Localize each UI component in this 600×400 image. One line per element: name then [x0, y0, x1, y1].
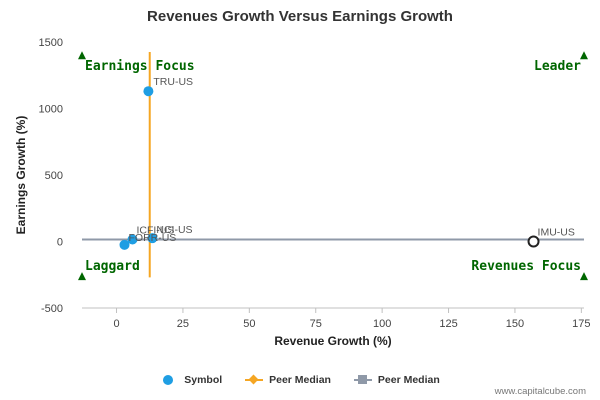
footer-credit[interactable]: www.capitalcube.com	[494, 386, 586, 397]
y-tick-label--500: -500	[41, 303, 63, 315]
legend-swatch-peer-median-x	[245, 374, 264, 386]
point-icfi-us	[127, 234, 138, 245]
legend-item-peer-median-x[interactable]: Peer Median	[245, 374, 331, 386]
quadrant-label-earnings-focus: Earnings Focus	[85, 59, 195, 74]
point-label-icfi-us: ICFI-US	[136, 225, 174, 237]
point-nci-us	[147, 233, 158, 244]
quadrant-label-revenues-focus: Revenues Focus	[471, 259, 581, 274]
quadrant-label-leader: Leader	[534, 59, 581, 74]
x-tick-label-100: 100	[373, 318, 391, 330]
x-tick-label-150: 150	[506, 318, 524, 330]
point-imu-us	[527, 235, 540, 248]
legend-swatch-symbol	[160, 374, 178, 386]
y-tick-label-1500: 1500	[39, 37, 63, 49]
point-label-forr-us: FORR-US	[128, 232, 176, 244]
x-tick-label-50: 50	[243, 318, 255, 330]
point-label-nci-us: NCI-US	[156, 224, 192, 236]
point-forr-us	[119, 239, 130, 250]
quadrant-marker-top-right	[580, 51, 588, 60]
x-tick-label-175: 175	[572, 318, 590, 330]
quadrant-marker-bottom-right	[580, 272, 588, 281]
legend: Symbol Peer Median Peer Median	[0, 374, 600, 389]
quadrant-label-laggard: Laggard	[85, 259, 140, 274]
x-tick-label-0: 0	[113, 318, 119, 330]
legend-swatch-peer-median-y	[353, 374, 372, 386]
chart-title: Revenues Growth Versus Earnings Growth	[147, 8, 453, 25]
point-label-tru-us: TRU-US	[153, 76, 193, 88]
y-tick-label-1000: 1000	[39, 104, 63, 116]
x-tick-label-125: 125	[439, 318, 457, 330]
quadrant-marker-top-left	[78, 51, 86, 60]
y-tick-label-0: 0	[57, 237, 63, 249]
legend-label-peer-median-y: Peer Median	[377, 374, 440, 386]
legend-label-symbol: Symbol	[184, 374, 223, 386]
point-tru-us	[143, 86, 154, 97]
legend-label-peer-median-x: Peer Median	[269, 374, 331, 386]
x-tick-label-75: 75	[310, 318, 322, 330]
legend-item-peer-median-y[interactable]: Peer Median	[353, 374, 440, 386]
x-axis-title: Revenue Growth (%)	[274, 334, 391, 348]
y-tick-label-500: 500	[45, 170, 63, 182]
x-tick-label-25: 25	[177, 318, 189, 330]
point-label-imu-us: IMU-US	[538, 227, 575, 239]
quadrant-marker-bottom-left	[78, 272, 86, 281]
y-axis-title: Earnings Growth (%)	[14, 116, 28, 235]
legend-item-symbol[interactable]: Symbol	[160, 374, 222, 386]
